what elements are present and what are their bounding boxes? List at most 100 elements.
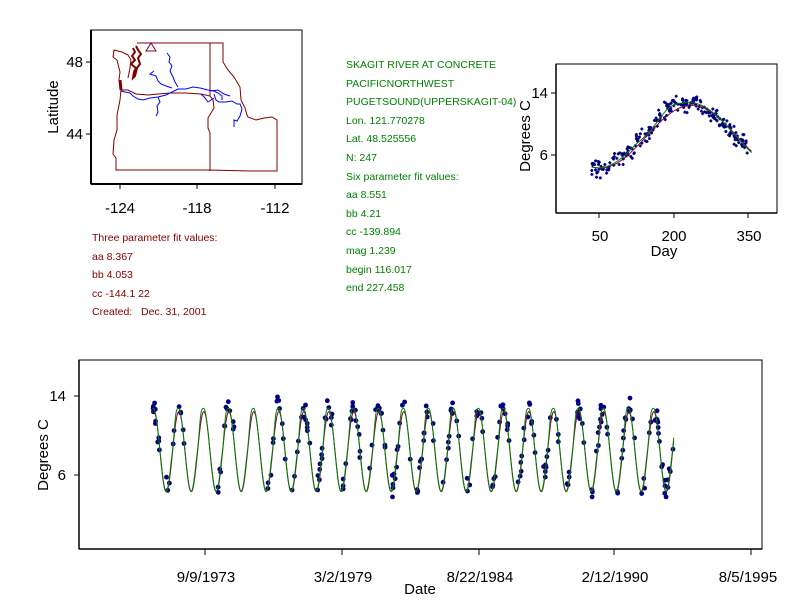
seasonal-point <box>658 112 662 116</box>
six-param-cc: cc -139.894 <box>346 226 401 239</box>
seasonal-fit6-line <box>591 102 752 169</box>
seasonal-point <box>704 111 708 115</box>
seasonal-point <box>634 136 638 140</box>
seasonal-point <box>590 168 594 172</box>
seasonal-ytick-label: 14 <box>531 85 548 102</box>
seasonal-ticks <box>551 92 749 218</box>
seasonal-point <box>669 109 673 113</box>
seasonal-xtick-label: 50 <box>592 228 609 245</box>
timeseries-point <box>632 435 637 441</box>
seasonal-point <box>684 98 688 102</box>
seasonal-point <box>745 151 749 155</box>
seasonal-point <box>617 162 621 166</box>
or-id-border <box>207 95 215 171</box>
seasonal-point <box>695 98 699 102</box>
seasonal-point <box>595 175 599 179</box>
seasonal-point <box>721 118 725 122</box>
timeseries-point <box>356 432 362 437</box>
timeseries-point <box>225 399 231 405</box>
seasonal-point <box>740 144 744 148</box>
seasonal-point <box>670 98 674 102</box>
seasonal-point <box>685 111 689 115</box>
timeseries-ytick-label: 6 <box>58 467 66 484</box>
timeseries-xlabel: Date <box>404 581 436 598</box>
seasonal-point <box>669 101 673 105</box>
three-param-title: Three parameter fit values: <box>92 232 218 244</box>
seasonal-point <box>598 176 602 180</box>
yakima-river <box>148 70 173 89</box>
timeseries-point <box>531 432 537 438</box>
station-lat: Lat. 48.525556 <box>346 133 417 146</box>
timeseries-point <box>663 494 669 500</box>
seasonal-point <box>696 107 700 111</box>
timeseries-point <box>324 398 330 404</box>
wa-or-border <box>121 89 211 97</box>
seasonal-point <box>622 151 626 155</box>
seasonal-point <box>630 156 634 160</box>
seasonal-point <box>605 171 609 175</box>
seasonal-point <box>699 109 703 113</box>
seasonal-xlabel: Day <box>651 243 678 260</box>
seasonal-point <box>613 152 617 156</box>
seasonal-point <box>714 109 718 113</box>
created-date: Created: Dec. 31, 2001 <box>92 306 207 319</box>
seasonal-point <box>647 137 651 141</box>
seasonal-point <box>741 133 745 137</box>
state-borders <box>112 42 278 172</box>
seasonal-point <box>594 168 598 172</box>
seasonal-point <box>621 162 625 166</box>
timeseries-point <box>577 406 583 412</box>
three-param-cc: cc -144.1 22 <box>92 287 150 300</box>
map-ticks <box>86 61 276 189</box>
seasonal-point <box>657 108 661 112</box>
seasonal-point <box>612 157 616 161</box>
upper-columbia <box>166 52 179 88</box>
seasonal-point <box>590 172 594 176</box>
seasonal-point <box>734 131 738 135</box>
seasonal-point <box>680 103 684 107</box>
seasonal-point <box>734 144 738 148</box>
timeseries-point <box>350 400 356 405</box>
seasonal-point <box>732 124 736 128</box>
timeseries-point <box>575 401 581 406</box>
seasonal-point <box>715 119 719 123</box>
seasonal-point <box>707 114 711 118</box>
coast-estuary <box>118 79 123 91</box>
rivers <box>120 52 243 127</box>
timeseries-point <box>328 422 334 428</box>
timeseries-point <box>615 489 620 494</box>
seasonal-point <box>603 162 607 166</box>
seasonal-point <box>640 127 644 131</box>
seasonal-point <box>727 133 731 137</box>
seasonal-point <box>701 112 705 116</box>
seasonal-point <box>591 163 595 167</box>
timeseries-point <box>357 455 363 460</box>
seasonal-point <box>650 131 654 135</box>
map-xtick-label: -112 <box>261 200 290 217</box>
timeseries-point <box>152 400 158 406</box>
seasonal-point <box>692 98 696 102</box>
seasonal-point <box>728 125 732 129</box>
map-ytick-label: 48 <box>66 54 83 71</box>
timeseries-point <box>654 408 660 414</box>
seasonal-point <box>681 98 685 102</box>
snake-river <box>213 93 243 127</box>
timeseries-frame <box>78 359 763 550</box>
three-param-aa: aa 8.367 <box>92 250 133 263</box>
six-param-bb: bb 4.21 <box>346 207 382 220</box>
seasonal-point <box>711 107 715 111</box>
seasonal-point <box>638 132 642 136</box>
three-param-info: Three parameter fit values: aa 8.367 bb … <box>92 229 217 322</box>
seasonal-point <box>737 141 741 145</box>
timeseries-point <box>176 404 182 410</box>
map-xtick-label: -118 <box>183 200 212 217</box>
timeseries-point <box>627 395 633 401</box>
site-marker-triangle <box>145 42 157 52</box>
six-param-aa: aa 8.551 <box>346 189 387 202</box>
map-frame <box>90 29 303 185</box>
six-param-end: end 227.458 <box>346 282 405 295</box>
clearwater-river <box>210 89 231 97</box>
timeseries-xtick-label: 8/5/1995 <box>719 569 777 586</box>
seasonal-point <box>595 171 599 175</box>
